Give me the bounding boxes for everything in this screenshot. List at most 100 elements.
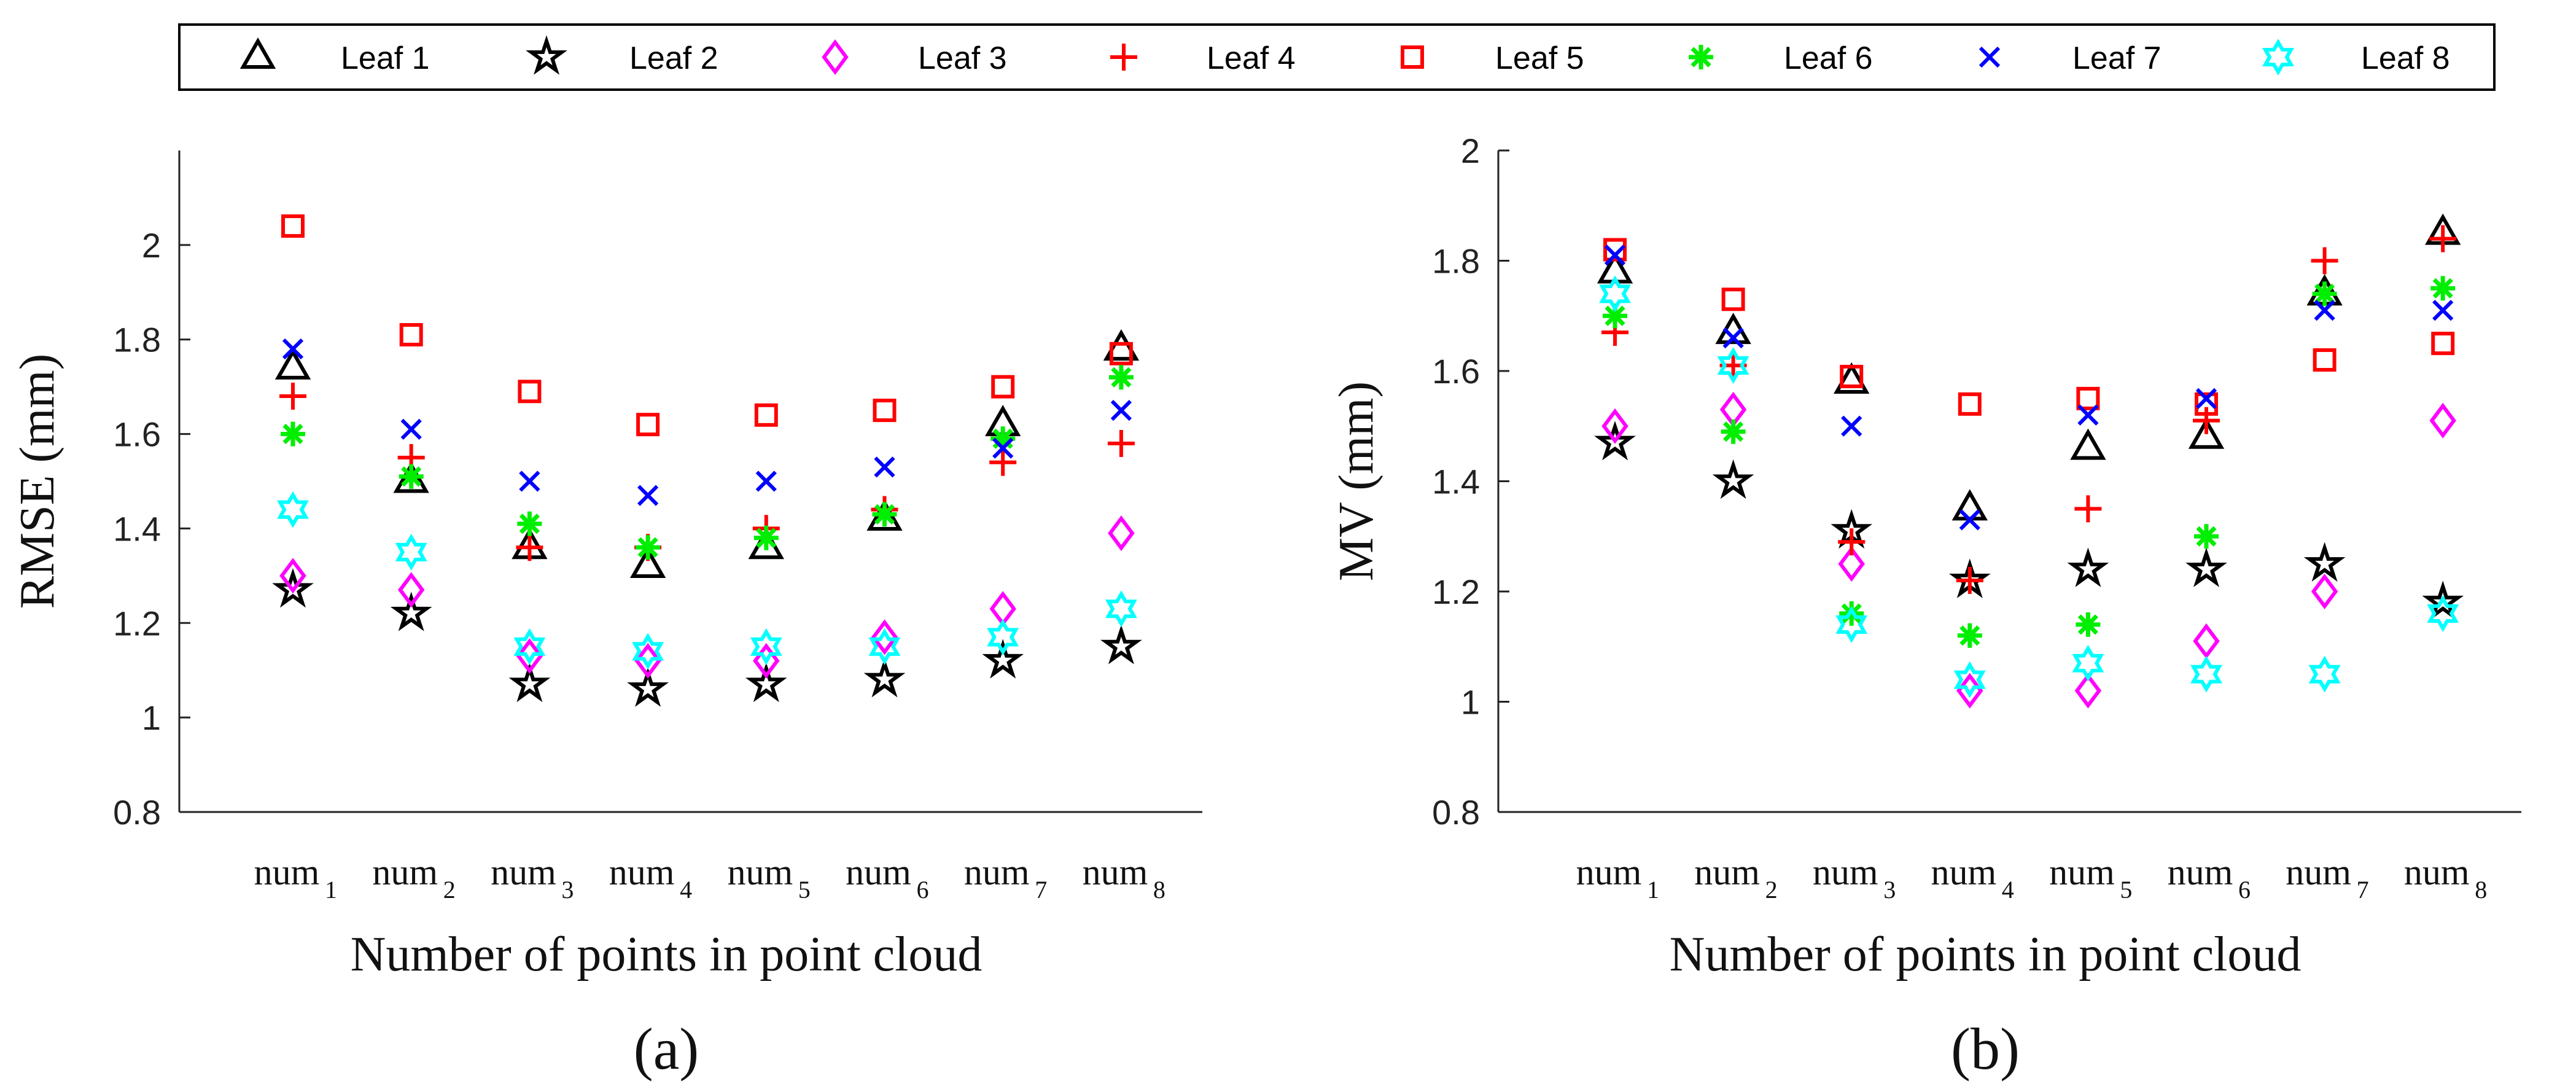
data-point-leaf3-num4 (634, 642, 661, 679)
data-point-leaf7-num2 (1722, 327, 1744, 349)
data-point-leaf2-num6 (863, 658, 906, 698)
x-tick-subscript: 1 (325, 876, 337, 904)
x-tick-label: num (2049, 852, 2115, 892)
data-point-leaf2-num4 (627, 667, 669, 707)
legend-label-2: Leaf 2 (629, 41, 718, 76)
panel-label: (a) (634, 1016, 699, 1082)
data-point-leaf7-num4 (1959, 509, 1980, 531)
y-tick-label: 1.4 (1432, 463, 1480, 501)
data-point-leaf5-num2 (1721, 287, 1745, 311)
data-point-leaf6-num2 (399, 464, 424, 489)
data-point-leaf5-num4 (1958, 392, 1982, 416)
x-tick-subscript: 8 (1153, 876, 1165, 904)
data-point-leaf2-num7 (982, 639, 1024, 679)
x-tick-subscript: 6 (2238, 876, 2251, 904)
data-point-leaf4-num4 (1956, 567, 1983, 595)
data-point-leaf7-num7 (992, 437, 1014, 459)
data-point-leaf8-num7 (2308, 655, 2341, 693)
data-point-leaf2-num8 (1100, 625, 1142, 665)
data-point-leaf6-num6 (2194, 524, 2219, 549)
x-tick-subscript: 4 (2002, 876, 2014, 904)
data-point-leaf3-num3 (516, 638, 543, 674)
data-point-leaf4-num8 (2429, 225, 2457, 252)
data-point-leaf3-num2 (397, 572, 425, 608)
x-tick-subscript: 7 (2357, 876, 2369, 904)
x-tick-label: num (1931, 852, 1996, 892)
y-tick-label: 1.8 (1432, 242, 1480, 281)
legend-marker-7 (1979, 46, 2001, 68)
x-tick-subscript: 5 (2120, 876, 2132, 904)
y-tick-label: 0.8 (113, 793, 161, 832)
data-point-leaf6-num5 (753, 525, 779, 550)
legend-label-8: Leaf 8 (2361, 41, 2450, 76)
x-tick-subscript: 4 (680, 876, 692, 904)
data-point-leaf8-num3 (1835, 606, 1868, 643)
data-point-leaf2-num8 (2422, 580, 2464, 620)
data-point-leaf7-num8 (1110, 399, 1132, 421)
legend-label-6: Leaf 6 (1784, 41, 1873, 76)
data-point-leaf8-num4 (632, 633, 664, 670)
data-point-leaf5-num3 (1840, 364, 1864, 388)
data-point-leaf4-num1 (279, 383, 306, 410)
x-tick-label: num (846, 852, 911, 892)
legend-marker-2 (526, 35, 567, 75)
data-point-leaf8-num5 (750, 628, 782, 665)
data-point-leaf3-num7 (2311, 574, 2338, 609)
data-point-leaf7-num3 (1841, 415, 1862, 437)
data-point-leaf5-num7 (2313, 348, 2337, 372)
data-point-leaf6-num5 (2076, 612, 2101, 637)
x-tick-subscript: 2 (443, 876, 456, 904)
data-point-leaf8-num4 (1953, 661, 1986, 698)
x-tick-label: num (727, 852, 793, 892)
data-point-leaf1-num8 (1103, 329, 1140, 361)
data-point-leaf3-num3 (1838, 546, 1865, 582)
legend-label-3: Leaf 3 (918, 41, 1007, 76)
legend-label-7: Leaf 7 (2072, 41, 2162, 76)
data-point-leaf4-num3 (1838, 528, 1866, 556)
x-axis-label: Number of points in point cloud (351, 927, 983, 982)
data-point-leaf6-num7 (990, 426, 1016, 451)
data-point-leaf7-num5 (2077, 404, 2099, 426)
x-tick-label: num (1813, 852, 1878, 892)
data-point-leaf7-num6 (2195, 388, 2217, 409)
legend-marker-5 (1401, 45, 1424, 69)
data-point-leaf4-num5 (2074, 495, 2102, 523)
data-point-leaf7-num2 (400, 418, 422, 440)
y-tick-label: 1.6 (1432, 352, 1480, 391)
x-tick-label: num (1576, 852, 1642, 892)
data-point-leaf4-num7 (989, 448, 1017, 476)
y-tick-label: 1.8 (113, 321, 161, 359)
data-point-leaf2-num2 (390, 591, 432, 631)
data-point-leaf5-num5 (2076, 386, 2100, 410)
legend-box (178, 23, 2496, 91)
x-tick-label: num (2286, 852, 2351, 892)
data-point-leaf3-num5 (2074, 673, 2102, 709)
data-point-leaf5-num1 (281, 214, 305, 238)
data-point-leaf7-num4 (637, 485, 659, 506)
data-point-leaf1-num1 (274, 348, 311, 380)
x-tick-subscript: 5 (798, 876, 811, 904)
data-point-leaf8-num8 (1105, 590, 1137, 628)
legend: Leaf 1 Leaf 2 Leaf 3 Leaf 4 Leaf 5 Leaf 6 Leaf… (178, 23, 2496, 91)
y-tick-label: 2 (1461, 131, 1480, 170)
data-point-leaf8-num2 (395, 533, 427, 571)
legend-label-4: Leaf 4 (1207, 41, 1296, 76)
data-point-leaf2-num5 (2067, 547, 2109, 587)
y-tick-label: 1.6 (113, 415, 161, 454)
data-point-leaf3-num1 (1601, 408, 1628, 444)
x-tick-label: num (2168, 852, 2233, 892)
data-point-leaf6-num8 (1108, 365, 1134, 390)
data-point-leaf1-num3 (1834, 362, 1870, 394)
data-point-leaf8-num5 (2072, 644, 2104, 682)
data-point-leaf7-num1 (282, 338, 304, 360)
data-point-leaf2-num3 (508, 662, 551, 703)
data-point-leaf5-num5 (754, 403, 778, 427)
data-point-leaf4-num6 (2193, 407, 2220, 434)
x-tick-subscript: 1 (1647, 876, 1659, 904)
data-point-leaf4-num7 (2311, 247, 2338, 275)
data-point-leaf2-num5 (745, 662, 787, 703)
data-point-leaf7-num6 (874, 456, 895, 478)
